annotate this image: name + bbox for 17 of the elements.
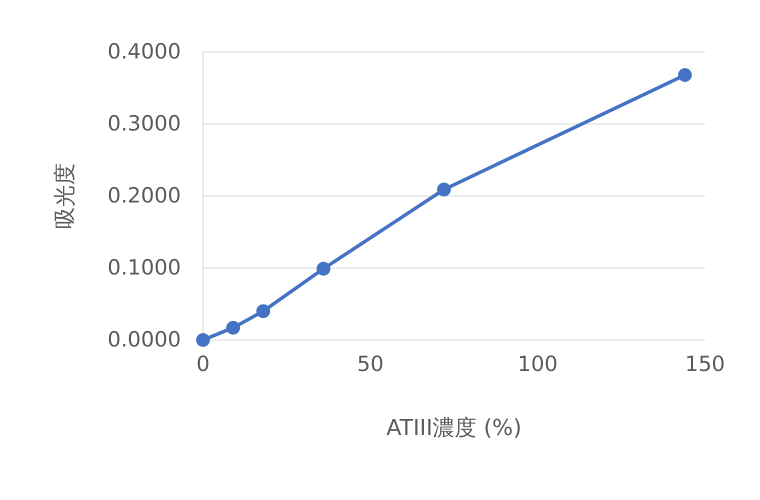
point (316, 262, 330, 276)
point (678, 68, 692, 82)
y-axis-title: 吸光度 (53, 163, 78, 229)
y-tick-label: 0.1000 (108, 256, 181, 280)
point (256, 304, 270, 318)
x-tick-label: 0 (196, 352, 210, 376)
x-axis-title: ATIII濃度 (%) (386, 416, 522, 441)
y-tick-label: 0.2000 (108, 184, 181, 208)
point (226, 320, 240, 335)
y-tick-label: 0.3000 (108, 112, 181, 136)
y-tick-label: 0.4000 (108, 40, 181, 64)
x-tick-label: 150 (684, 352, 726, 376)
x-tick-label: 100 (518, 352, 558, 376)
y-tick-label: 0.0000 (108, 328, 181, 352)
point (437, 182, 451, 196)
x-tick-label: 50 (356, 352, 384, 376)
point (196, 333, 210, 347)
